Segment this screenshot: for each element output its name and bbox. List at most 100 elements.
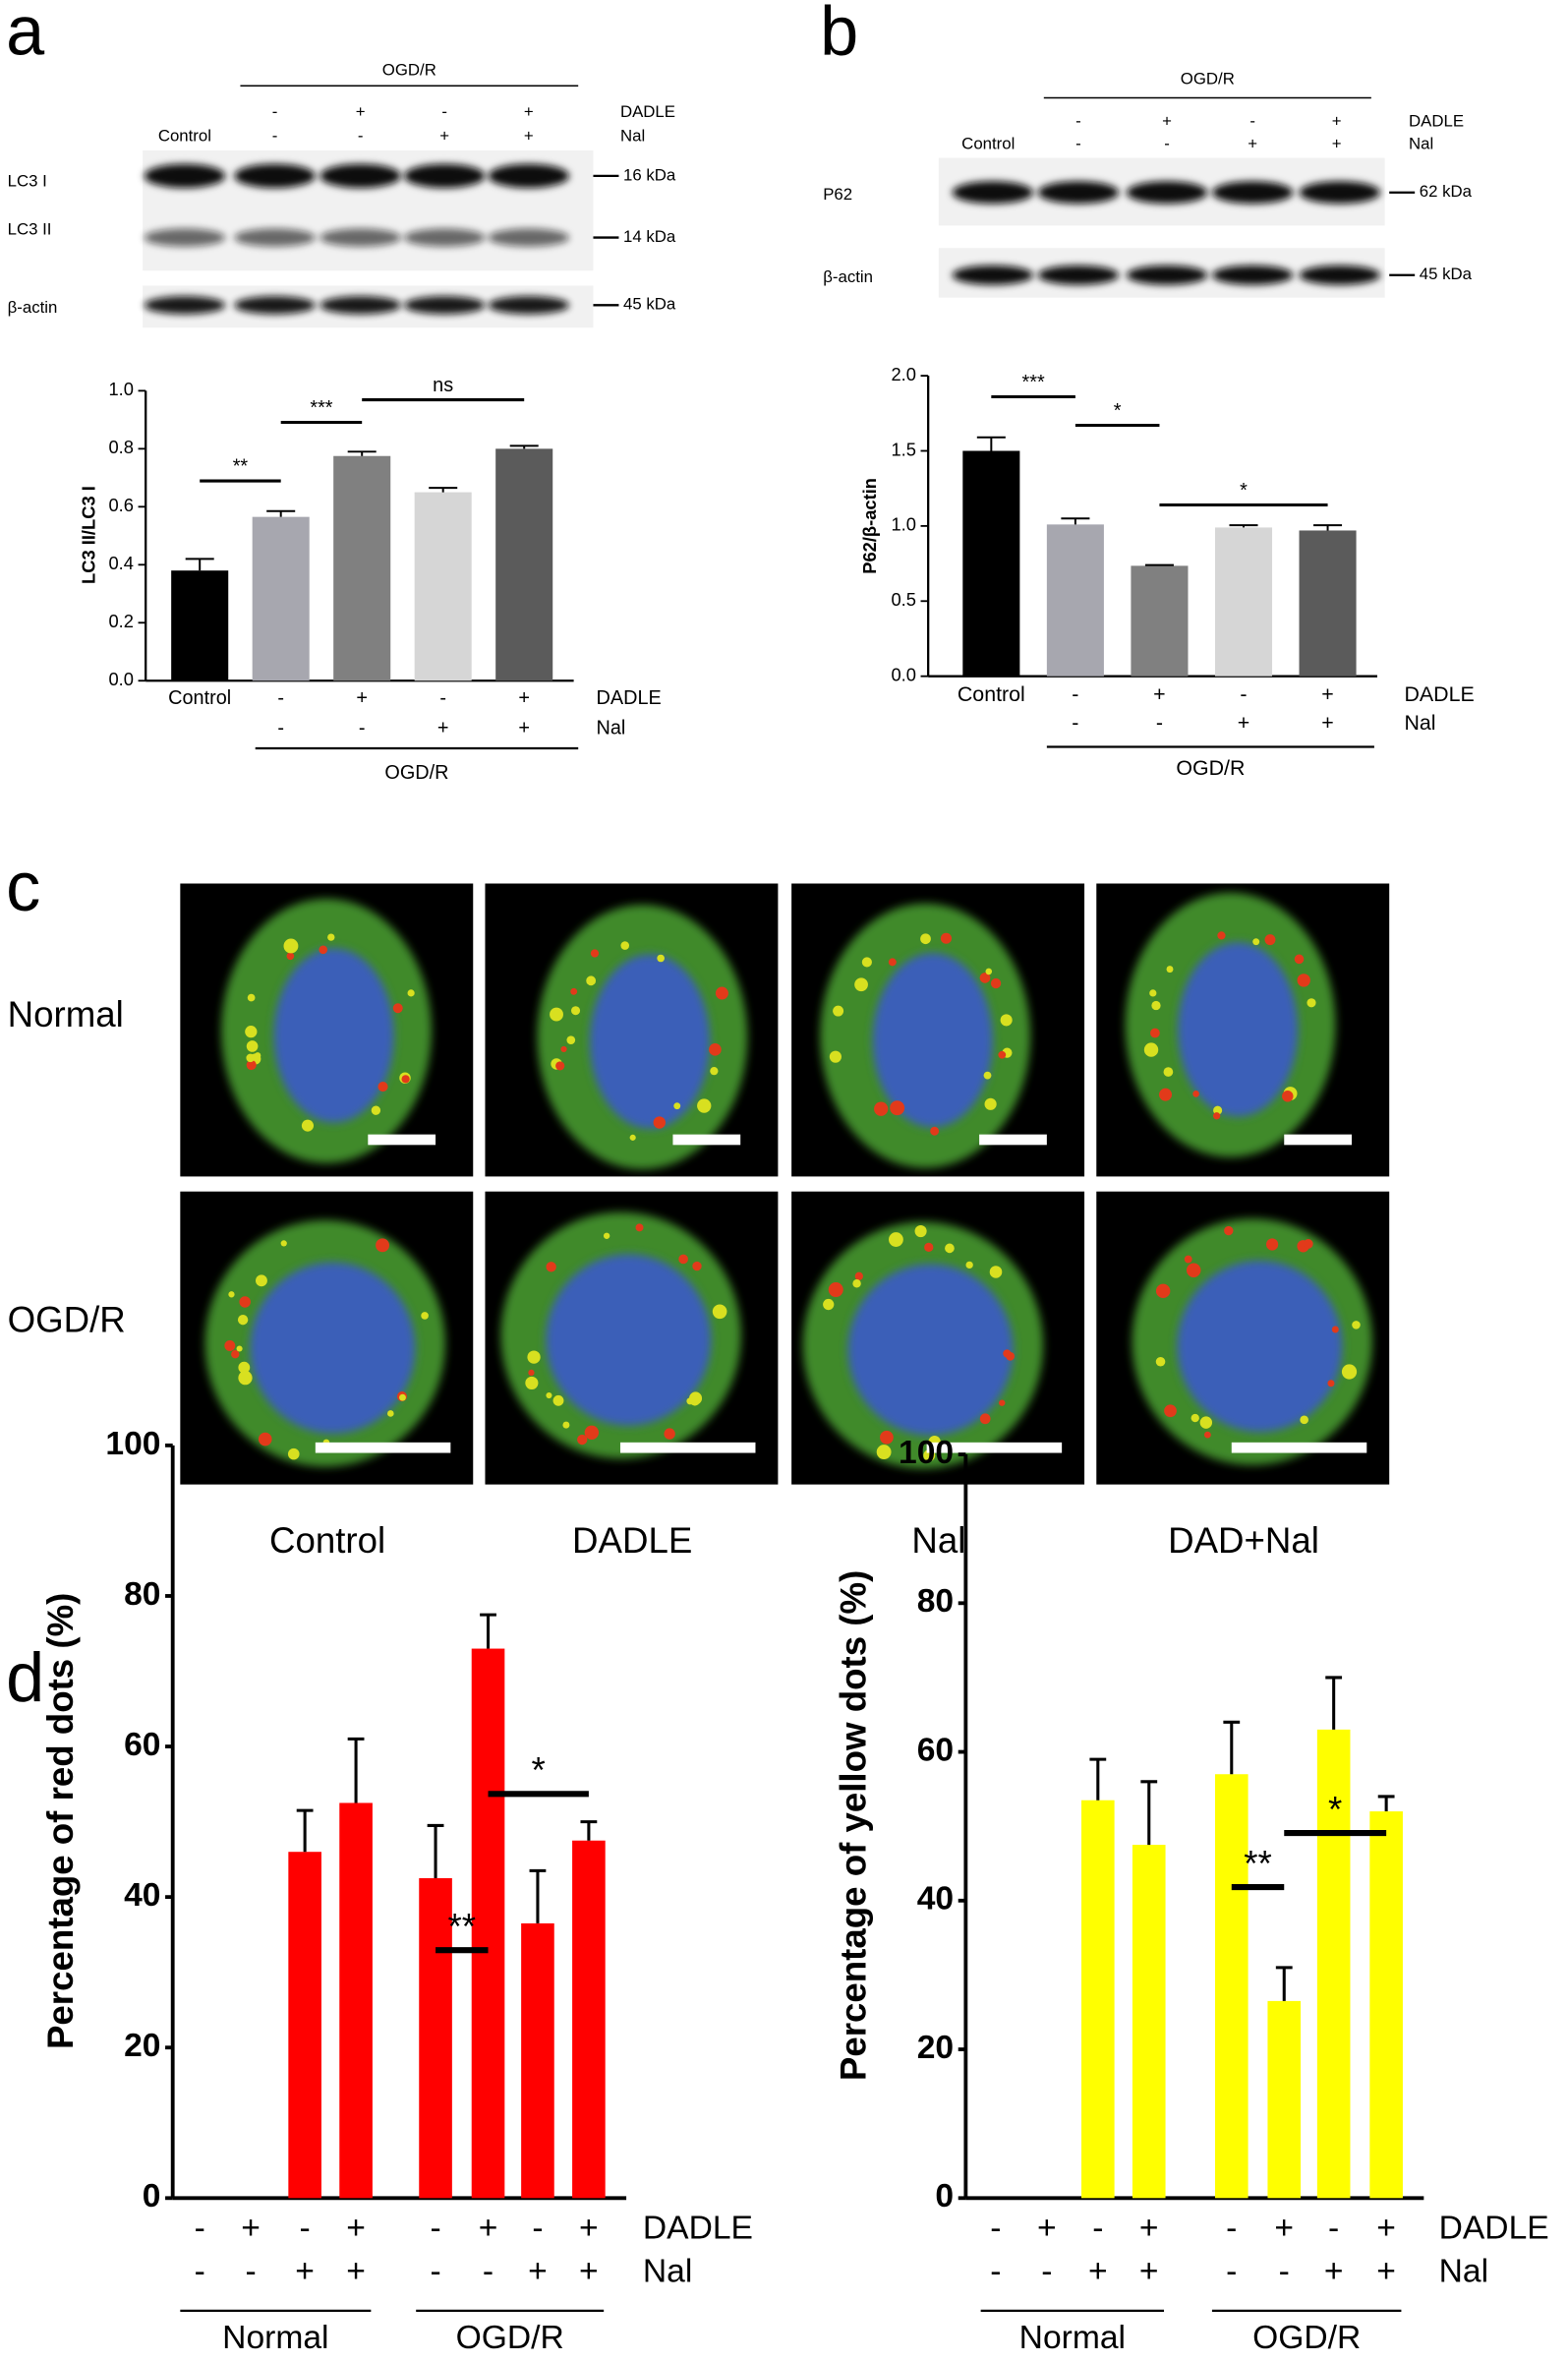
x-tick-label: + (479, 2210, 498, 2246)
puncta (301, 1119, 315, 1132)
blot-sign: - (1075, 134, 1081, 152)
x-tick-label: + (1324, 2254, 1344, 2290)
group-label: Normal (1019, 2320, 1126, 2356)
blot-band (952, 265, 1034, 285)
puncta (1184, 1255, 1192, 1264)
panel-label: d (6, 1638, 44, 1716)
x-tick-label: + (1088, 2254, 1108, 2290)
puncta (1166, 966, 1174, 974)
scale-bar (368, 1134, 436, 1146)
error-bar (529, 1868, 547, 1923)
puncta (1003, 1349, 1012, 1358)
x-tick-label: - (430, 2210, 440, 2246)
puncta (256, 1274, 267, 1287)
puncta (635, 1223, 644, 1232)
group-label: OGD/R (1252, 2320, 1361, 2356)
y-axis-label: Percentage of yellow dots (%) (834, 1570, 874, 2081)
blot-band (234, 163, 316, 189)
puncta (570, 987, 578, 995)
error-bar (976, 436, 1006, 451)
blot-band (1126, 265, 1208, 285)
blot-band (319, 163, 401, 189)
puncta (697, 1098, 712, 1113)
x-tick-label: - (277, 687, 284, 709)
puncta (1191, 1413, 1199, 1423)
x-tick-label: + (241, 2210, 261, 2246)
blot-row-label: DADLE (1409, 111, 1464, 130)
puncta (258, 1432, 272, 1447)
puncta (1300, 1415, 1308, 1425)
significance-label: * (532, 1750, 546, 1791)
puncta (570, 1006, 581, 1016)
x-tick-label: + (346, 2210, 366, 2246)
blot-band (1211, 265, 1294, 285)
x-tick-label: - (1226, 2254, 1237, 2290)
x-row-label: Nal (597, 717, 626, 738)
puncta (1224, 1225, 1234, 1236)
error-bar (266, 509, 296, 517)
error-bar (1325, 1676, 1343, 1730)
x-tick-label: - (359, 717, 366, 738)
error-bar (347, 1737, 365, 1803)
y-tick-label: 0.6 (108, 495, 133, 515)
puncta (245, 1026, 258, 1038)
error-bar (347, 450, 377, 456)
puncta (1266, 1238, 1279, 1251)
puncta (546, 1391, 552, 1399)
bar (1081, 1800, 1115, 2199)
puncta (710, 1067, 719, 1076)
puncta (985, 968, 993, 975)
x-tick-label: - (483, 2254, 494, 2290)
x-tick-label: - (1092, 2210, 1103, 2246)
puncta (228, 1291, 235, 1298)
puncta (999, 1399, 1006, 1406)
x-tick-label: + (528, 2254, 548, 2290)
puncta (965, 1261, 973, 1270)
significance-label: * (1328, 1789, 1342, 1829)
puncta (224, 1340, 236, 1351)
kda-label: 14 kDa (623, 227, 676, 246)
blot-band (319, 228, 401, 247)
puncta (715, 986, 728, 1000)
blot-band-label: LC3 II (8, 219, 52, 238)
micrograph-column-label: DAD+Nal (1168, 1520, 1319, 1561)
puncta (1341, 1364, 1358, 1380)
bar (1214, 527, 1273, 677)
puncta (1331, 1326, 1339, 1333)
y-tick-label: 0 (143, 2178, 161, 2214)
blot-band-label: LC3 I (8, 171, 47, 190)
y-tick-label: 0 (935, 2178, 954, 2214)
x-tick-label: - (195, 2254, 205, 2290)
blot-band-label: β-actin (823, 267, 873, 286)
blot-band (403, 163, 486, 189)
cell-nucleus (546, 1254, 712, 1426)
bar (1299, 530, 1357, 677)
puncta (283, 938, 299, 954)
puncta (401, 1075, 410, 1084)
x-tick-label: - (1240, 682, 1247, 706)
y-tick-label: 1.0 (108, 379, 133, 399)
y-tick-label: 0.2 (108, 611, 133, 631)
puncta (829, 1050, 842, 1063)
bar (339, 1802, 373, 2199)
scale-bar (1231, 1442, 1367, 1453)
blot-band (403, 296, 486, 315)
error-bar (1144, 563, 1174, 566)
bar (1369, 1811, 1403, 2199)
x-tick-label: - (246, 2254, 257, 2290)
bar (171, 570, 229, 681)
puncta (1352, 1321, 1361, 1329)
blot-sign: + (524, 127, 534, 146)
puncta (1151, 1000, 1161, 1011)
puncta (376, 1238, 390, 1253)
scale-bar (315, 1442, 451, 1453)
puncta (1212, 1112, 1221, 1120)
bar (288, 1852, 321, 2199)
puncta (689, 1391, 703, 1405)
x-tick-label: + (1376, 2210, 1396, 2246)
x-row-label: DADLE (1404, 682, 1474, 706)
puncta (920, 933, 931, 945)
blot-band (1037, 265, 1120, 285)
x-tick-label: Control (958, 682, 1025, 706)
puncta (979, 973, 991, 983)
